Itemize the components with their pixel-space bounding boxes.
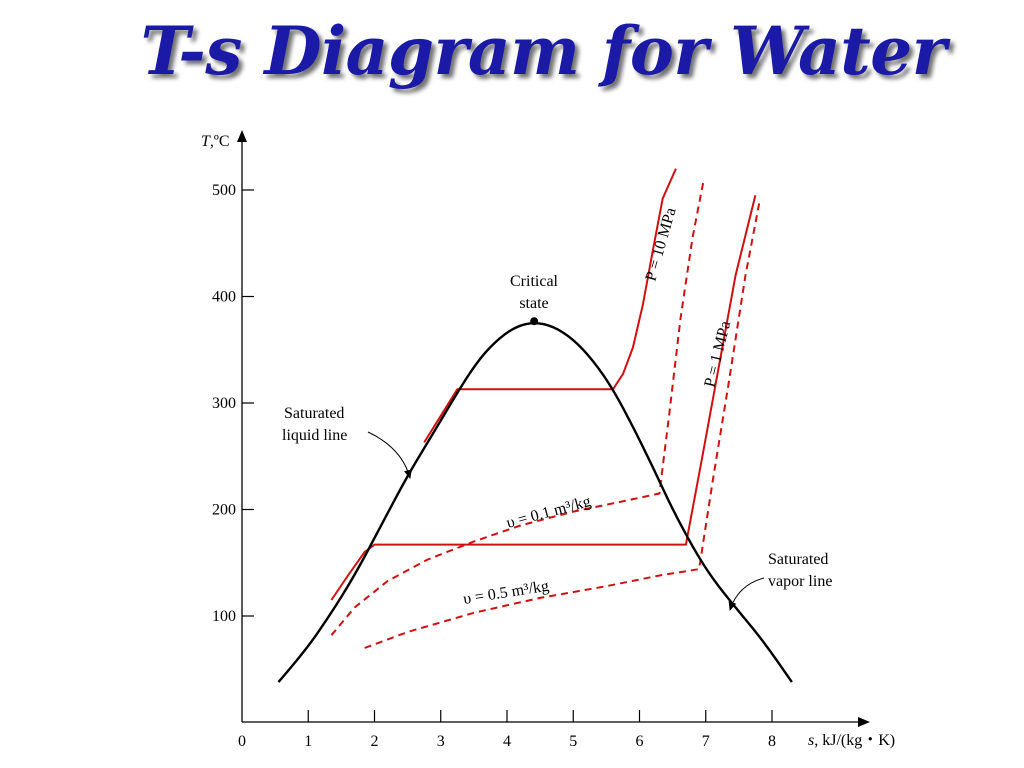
y-tick-label: 400 [212,289,236,306]
y-tick-label: 200 [212,502,236,519]
x-axis-label: s, kJ/(kg・K) [808,732,895,749]
y-tick-label: 300 [212,395,236,412]
x-tick-label: 3 [437,733,445,750]
x-tick-label: 6 [636,733,644,750]
x-tick-label: 8 [768,733,776,750]
label-v-01: υ = 0.1 m³/kg [505,493,593,532]
series-line-2 [330,179,705,636]
sat-liquid-label-line2: liquid line [282,427,347,444]
slide-title: T-s Diagram for Water [140,12,947,90]
critical-point-marker [530,317,539,326]
x-tick-label: 0 [238,733,246,750]
critical-label-line1: Critical [510,273,559,290]
sat-liquid-pointer [367,431,412,479]
x-tick-label: 1 [304,733,312,750]
x-tick-label: 7 [702,733,710,750]
x-tick-label: 2 [371,733,379,750]
x-axis-arrow [858,717,870,727]
label-p-1mpa: P = 1 MPa [701,319,734,389]
critical-label-line2: state [519,295,548,312]
sat-vapor-label-line2: vapor line [768,573,832,590]
y-axis-label: T,ºC [201,133,230,150]
y-tick-label: 500 [212,182,236,199]
x-tick-label: 5 [569,733,577,750]
series-line-0 [423,168,677,443]
sat-vapor-label-line1: Saturated [768,551,828,568]
series-line-3 [364,198,762,649]
series-line-1 [330,195,757,601]
y-axis-arrow [237,130,247,142]
label-v-05: υ = 0.5 m³/kg [462,578,550,608]
label-p-10mpa: P = 10 MPa [643,206,680,283]
sat-liquid-label-line1: Saturated [284,405,344,422]
saturation-dome [277,321,793,683]
y-tick-label: 100 [212,608,236,625]
sat-vapor-pointer [728,577,765,611]
x-tick-label: 4 [503,733,511,750]
